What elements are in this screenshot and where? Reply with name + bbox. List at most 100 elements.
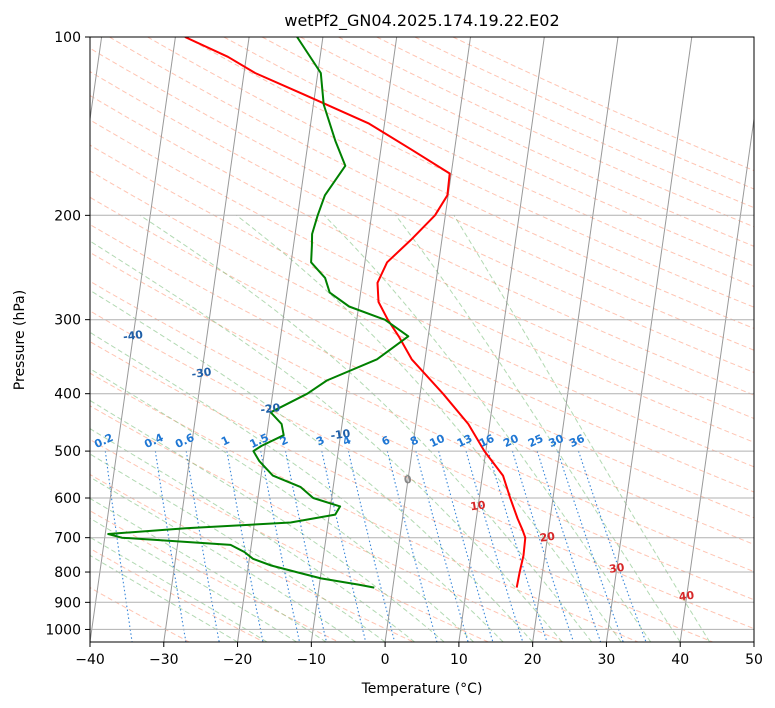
dry-adiabat <box>90 405 564 642</box>
y-tick-label: 700 <box>54 531 81 547</box>
y-axis-label: Pressure (hPa) <box>12 290 28 390</box>
mixing-ratio-line <box>104 451 133 642</box>
moist-adiabat <box>90 331 504 642</box>
dry-adiabat <box>376 37 754 209</box>
isotherm-label: -50 <box>54 289 76 305</box>
x-tick-label: 30 <box>598 652 616 668</box>
x-tick-label: −10 <box>297 652 327 668</box>
dry-adiabat <box>90 310 754 630</box>
x-tick-label: −20 <box>223 652 253 668</box>
mixing-ratio-line <box>284 450 327 642</box>
isotherm-line <box>458 37 545 642</box>
dry-adiabat <box>90 251 754 573</box>
isotherm-label: 20 <box>539 530 556 545</box>
mixing-ratio-line <box>465 450 524 642</box>
dry-adiabat <box>90 473 414 642</box>
mixing-ratio-line <box>536 450 602 642</box>
x-tick-label: 50 <box>745 652 763 668</box>
dry-adiabat <box>109 37 754 351</box>
isotherm-label: -10 <box>330 427 352 443</box>
y-tick-label: 1000 <box>45 622 81 638</box>
dry-adiabat <box>414 37 754 190</box>
mixing-ratio-label: 20 <box>501 432 521 450</box>
mixing-ratio-line <box>415 450 469 642</box>
isotherm-label: 10 <box>469 498 486 513</box>
mixing-ratio-line <box>557 450 624 642</box>
dry-adiabat <box>90 438 489 642</box>
x-tick-label: −40 <box>75 652 105 668</box>
mixing-ratio-line <box>226 451 264 642</box>
y-tick-label: 100 <box>54 30 81 46</box>
isotherm-line <box>310 37 398 642</box>
mixing-ratio-label: 10 <box>428 432 448 450</box>
isotherm-line <box>679 115 754 642</box>
mixing-ratio-line <box>386 450 438 642</box>
moist-adiabat <box>90 289 534 642</box>
isotherm-label: 40 <box>678 589 695 604</box>
moist-adiabat <box>90 497 327 642</box>
dewpoint-profile-line <box>107 37 410 589</box>
mixing-ratio-line <box>487 450 548 642</box>
x-tick-label: 20 <box>524 652 542 668</box>
moist-adiabat <box>90 554 238 642</box>
isotherm-label: 30 <box>608 561 625 576</box>
isotherm-line <box>753 638 754 642</box>
moist-adiabat <box>90 368 474 642</box>
y-tick-label: 400 <box>54 387 81 403</box>
temperature-profile-line <box>184 37 527 588</box>
y-tick-label: 500 <box>54 444 81 460</box>
moist-adiabat <box>90 536 268 642</box>
y-tick-label: 800 <box>54 565 81 581</box>
x-tick-label: 10 <box>450 652 468 668</box>
x-tick-label: 0 <box>381 652 390 668</box>
dry-adiabat <box>90 47 754 373</box>
isotherm-line <box>90 37 103 123</box>
mixing-ratio-line <box>577 450 647 642</box>
y-tick-label: 200 <box>54 208 81 224</box>
plot-frame <box>89 36 755 643</box>
moist-adiabat <box>90 476 356 642</box>
isotherm-label: -40 <box>122 328 144 344</box>
moist-adiabat <box>236 214 622 642</box>
mixing-ratio-label: 30 <box>547 432 567 450</box>
isotherm-line <box>90 37 176 642</box>
plot-background <box>90 37 754 642</box>
x-axis-label: Temperature (°C) <box>361 681 483 697</box>
dry-adiabat <box>90 94 754 420</box>
dry-adiabat <box>90 280 754 601</box>
moist-adiabat <box>90 399 445 642</box>
mixing-ratio-line <box>260 450 301 642</box>
dry-adiabat <box>338 37 754 228</box>
isotherm-line <box>237 37 324 642</box>
dry-adiabat <box>300 37 754 247</box>
isotherm-line <box>384 37 471 642</box>
isotherm-label: -60 <box>0 254 7 270</box>
mixing-ratio-line <box>511 450 575 642</box>
mixing-ratio-line <box>321 450 367 642</box>
isotherm-label: -20 <box>260 401 282 417</box>
mixing-ratio-label: 16 <box>477 432 497 450</box>
moist-adiabat <box>139 214 593 642</box>
dry-adiabat <box>90 372 639 642</box>
mixing-ratio-label: 13 <box>455 432 474 450</box>
dry-adiabat <box>90 170 754 493</box>
dry-adiabat <box>90 71 754 396</box>
y-tick-label: 600 <box>54 491 81 507</box>
x-tick-label: 40 <box>671 652 689 668</box>
moist-adiabat <box>395 214 681 642</box>
isotherm-line <box>532 37 619 642</box>
dry-adiabat <box>90 510 339 642</box>
dry-adiabat <box>90 341 713 642</box>
dry-adiabat <box>261 37 754 267</box>
dry-adiabat <box>223 37 754 288</box>
mixing-ratio-label: 25 <box>526 432 545 450</box>
chart-title: wetPf2_GN04.2025.174.19.22.E02 <box>284 11 559 31</box>
isotherm-label: -30 <box>191 365 213 381</box>
x-tick-label: −30 <box>149 652 179 668</box>
moist-adiabat <box>323 214 652 642</box>
isotherm-label: 0 <box>403 473 413 487</box>
y-tick-label: 300 <box>54 313 81 329</box>
isotherm-line <box>605 37 693 642</box>
dry-adiabat <box>90 119 754 443</box>
moist-adiabat <box>453 215 711 642</box>
